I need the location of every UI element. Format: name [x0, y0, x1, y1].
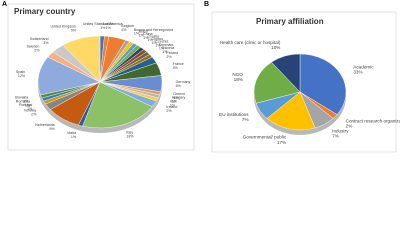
slice-label: Belgium: [121, 24, 134, 28]
slice-label: Hungary: [172, 96, 186, 100]
slice-value-label: 4%: [121, 28, 127, 32]
panel-frame: [211, 11, 397, 153]
slice-label: Germany: [176, 80, 191, 84]
pie-slice: [271, 53, 301, 93]
slice-label: France: [173, 62, 184, 66]
slice-label: United Kingdom: [51, 25, 77, 29]
pie-slice: [266, 91, 316, 131]
slice-value-label: 8%: [49, 127, 55, 131]
slice-value-label: 1%: [143, 36, 149, 40]
slice-value-label: 17%: [277, 140, 286, 145]
slice-value-label: 3%: [43, 41, 49, 45]
slice-value-label: 1%: [139, 34, 145, 38]
slice-value-label: 2%: [166, 109, 172, 113]
slice-value-label: 1%: [172, 100, 178, 104]
slice-value-label: 1%: [100, 26, 106, 30]
slice-label: Croatia: [147, 34, 159, 38]
slice-label: Estonia: [162, 46, 174, 50]
slice-label: NGO: [232, 72, 243, 77]
slice-value-label: 1%: [71, 135, 77, 139]
pie-slice: [37, 56, 101, 96]
slice-label: Italy: [126, 131, 133, 135]
slice-label: Academic: [353, 64, 374, 69]
slice-label: Slovakia: [15, 96, 29, 100]
slice-value-label: 4%: [173, 66, 179, 70]
slice-label: Czechia: [155, 40, 168, 44]
slice-value-label: 2%: [31, 112, 37, 116]
figure: A Primary country B Primary affiliation …: [2, 1, 400, 153]
slice-value-label: 1%: [173, 96, 179, 100]
slice-label: Spain: [16, 70, 25, 74]
slice-label: Austria: [102, 22, 113, 26]
panel-letter: B: [204, 1, 209, 8]
slice-value-label: 12%: [18, 74, 26, 78]
slice-value-label: 2%: [34, 48, 40, 52]
slice-label: Finland: [166, 51, 178, 55]
slice-value-label: 7%: [332, 133, 339, 138]
slice-label: Malta: [67, 131, 76, 135]
slice-value-label: 18%: [126, 135, 134, 139]
slice-value-label: 2%: [166, 55, 172, 59]
panel-frame: [7, 3, 195, 151]
chart-title: Primary affiliation: [256, 17, 324, 26]
slice-value-label: 1%: [162, 50, 168, 54]
slice-label: Governmental/ public: [243, 135, 287, 140]
slice-label: Netherlands: [35, 123, 55, 127]
slice-value-label: 10%: [271, 45, 280, 50]
panel-letter: A: [2, 1, 7, 8]
slice-label: Portugal: [19, 103, 33, 107]
slice-label: Sweden: [26, 44, 39, 48]
pie-slice: [253, 61, 301, 104]
slice-value-label: 1%: [170, 103, 176, 107]
pie-slice: [82, 81, 153, 129]
slice-label: Ireland: [166, 105, 177, 109]
slice-value-label: 7%: [242, 117, 249, 122]
slice-value-label: 1%: [155, 44, 161, 48]
slice-value-label: 33%: [353, 69, 362, 74]
slice-label: Romania: [16, 99, 30, 103]
slice-value-label: 1%: [105, 26, 111, 30]
slice-value-label: 1%: [27, 107, 33, 111]
slice-label: China: [143, 32, 152, 36]
slice-value-label: 1%: [23, 100, 29, 104]
slice-value-label: 1%: [159, 47, 165, 51]
slice-label: Switzerland: [30, 37, 49, 41]
slice-label: Bosnia and Herzegovina: [134, 28, 173, 32]
slice-label: Cyprus: [152, 37, 164, 41]
slice-label: United States of America: [83, 22, 123, 26]
slice-label: Greece: [173, 92, 185, 96]
slice-value-label: 18%: [234, 77, 243, 82]
slice-label: Norway: [24, 108, 36, 112]
slice-value-label: 1%: [152, 41, 158, 45]
slice-value-label: 9%: [71, 29, 77, 33]
slice-label: Health care (clinic or hospital): [220, 40, 281, 45]
slice-value-label: 1%: [25, 103, 31, 107]
pie-slice: [62, 35, 101, 83]
slice-value-label: 5%: [176, 84, 182, 88]
slice-label: EU institutions: [219, 112, 249, 117]
pie-slice: [299, 53, 347, 115]
slice-label: Industry: [332, 128, 349, 133]
slice-label: Brazil: [139, 30, 148, 34]
slice-value-label: 1%: [147, 38, 153, 42]
slice-value-label: 1%: [134, 32, 140, 36]
slice-label: Denmark: [159, 43, 174, 47]
slice-label: Iran: [170, 99, 176, 103]
slice-value-label: 2%: [346, 124, 353, 129]
slice-label: Contract research organization: [346, 119, 400, 124]
chart-title: Primary country: [14, 7, 76, 16]
